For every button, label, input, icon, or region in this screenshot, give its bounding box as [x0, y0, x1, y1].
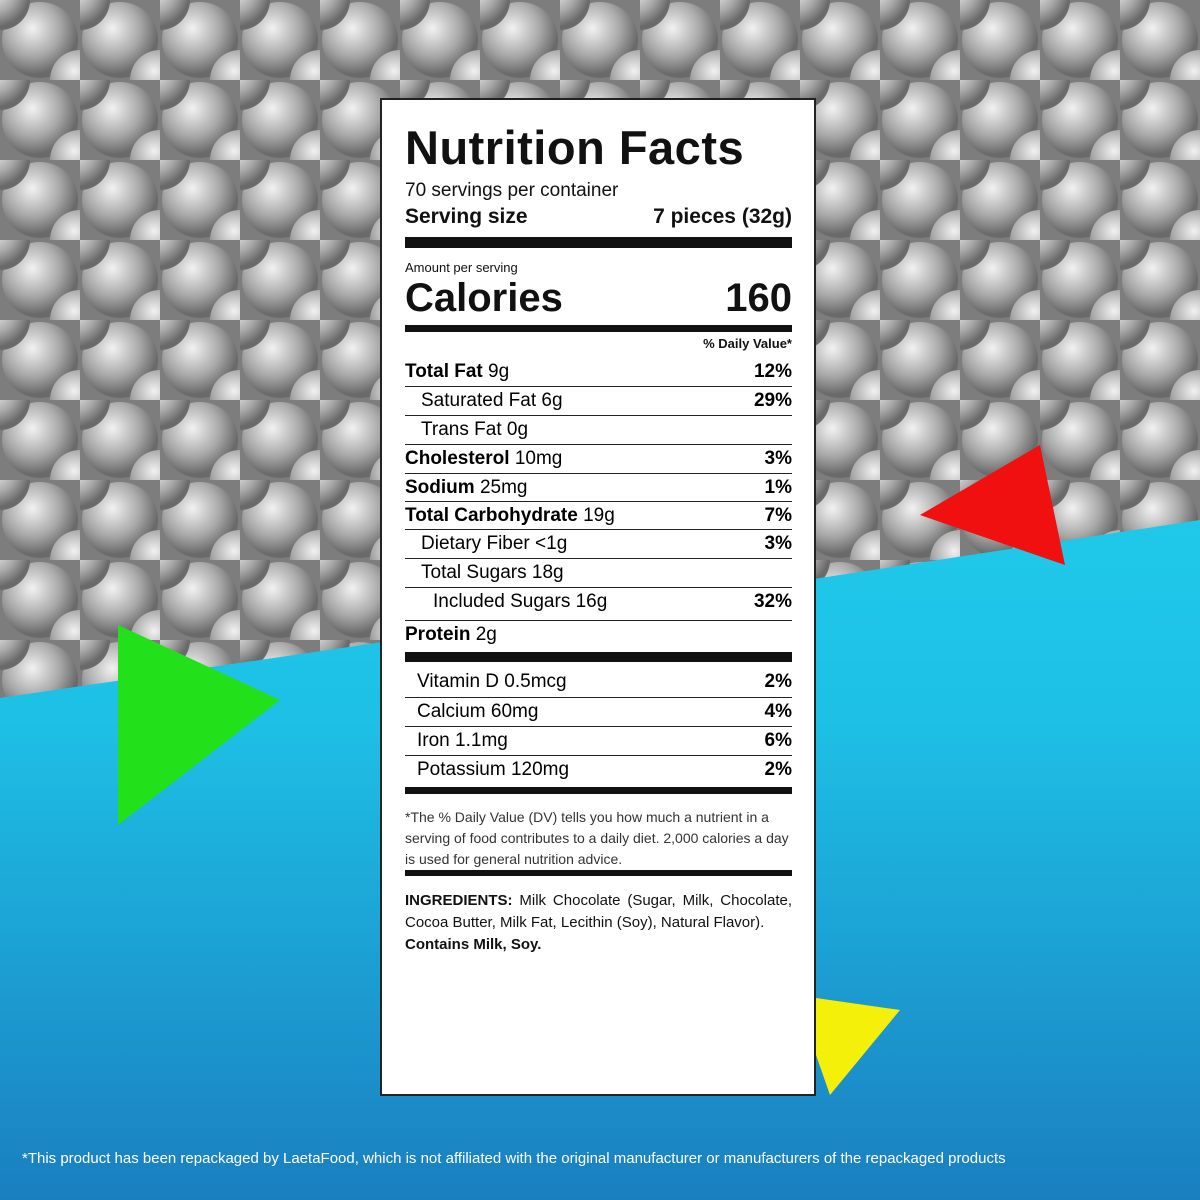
nutrient: Dietary Fiber <1g — [405, 530, 765, 558]
nutrient: Total Fat 9g — [405, 358, 754, 386]
allergens: Contains Milk, Soy. — [405, 936, 542, 953]
daily-value: 2% — [764, 671, 792, 692]
nutrient: Total Sugars 18g — [405, 559, 792, 587]
ingredients-label: INGREDIENTS: — [405, 892, 513, 909]
vitamin-name: Calcium — [417, 701, 486, 722]
nutrient: Included Sugars 16g — [405, 588, 754, 616]
nutrient-amount: 25mg — [479, 477, 528, 498]
nutrient-name: Total Carbohydrate — [405, 505, 578, 526]
nutrient-amount: 19g — [583, 505, 615, 526]
dv-header: % Daily Value* — [703, 336, 792, 351]
vitamin-name: Vitamin D — [417, 671, 500, 692]
serving-size-value: 7 pieces (32g) — [653, 205, 792, 228]
nutrient-amount: 6g — [541, 390, 563, 411]
nutrient-amount: 16g — [575, 591, 608, 612]
nutrient: Trans Fat 0g — [405, 416, 792, 444]
daily-value: 4% — [764, 701, 792, 722]
vitamin-row: Iron 1.1mg 6% — [405, 726, 792, 755]
title: Nutrition Facts — [405, 121, 745, 174]
daily-value: 1% — [764, 477, 792, 498]
yellow-triangle — [795, 995, 900, 1095]
rule — [405, 237, 792, 248]
nutrient-row: Saturated Fat 6g 29% — [405, 386, 792, 415]
vitamin: Iron 1.1mg — [405, 727, 765, 755]
vitamin: Calcium 60mg — [405, 698, 765, 726]
daily-value: 3% — [764, 533, 792, 554]
nutrient: Total Carbohydrate 19g — [405, 502, 765, 530]
rule — [405, 325, 792, 332]
amount-per-serving: Amount per serving — [405, 260, 518, 275]
serving-size: Serving size 7 pieces (32g) — [405, 205, 792, 229]
nutrient-row: Sodium 25mg 1% — [405, 473, 792, 502]
nutrient-name: Included Sugars — [433, 591, 571, 612]
rule — [405, 787, 792, 794]
vitamin: Vitamin D 0.5mcg — [405, 668, 765, 696]
nutrient-amount: 0g — [506, 419, 529, 440]
calories-label: Calories — [405, 276, 563, 320]
nutrient-name: Total Sugars — [421, 562, 527, 583]
nutrient-amount: 10mg — [514, 448, 563, 469]
nutrient-name: Trans Fat — [421, 419, 502, 440]
footnote: *The % Daily Value (DV) tells you how mu… — [405, 809, 789, 867]
nutrition-label: Nutrition Facts 70 servings per containe… — [380, 98, 816, 1096]
disclaimer: *This product has been repackaged by Lae… — [22, 1150, 1006, 1167]
daily-value: 29% — [753, 390, 792, 411]
nutrient: Cholesterol 10mg — [405, 445, 765, 473]
serving-size-label: Serving size — [405, 205, 528, 228]
vitamin-amount: 60mg — [490, 701, 539, 722]
ingredients: INGREDIENTS: Milk Chocolate (Sugar, Milk… — [405, 890, 792, 956]
nutrient-name: Dietary Fiber — [421, 533, 530, 554]
daily-value: 2% — [764, 759, 792, 780]
daily-value: 6% — [764, 730, 792, 751]
nutrient-row: Cholesterol 10mg 3% — [405, 444, 792, 473]
daily-value: 3% — [764, 448, 792, 469]
vitamin-row: Calcium 60mg 4% — [405, 697, 792, 726]
vitamin-amount: 120mg — [510, 759, 570, 780]
nutrient: Protein 2g — [405, 621, 792, 649]
nutrient-name: Cholesterol — [405, 448, 510, 469]
nutrient-name: Total Fat — [405, 361, 483, 382]
daily-value: 7% — [764, 505, 792, 526]
ingredients-text: Milk Chocolate (Sugar, Milk, Chocolate, … — [405, 892, 792, 931]
nutrient-row: Total Carbohydrate 19g 7% — [405, 501, 792, 530]
nutrient-row: Included Sugars 16g 32% — [405, 587, 792, 616]
calories: Calories 160 — [405, 276, 792, 321]
nutrient-row: Dietary Fiber <1g 3% — [405, 529, 792, 558]
calories-value: 160 — [725, 276, 792, 320]
vitamin: Potassium 120mg — [405, 756, 765, 784]
daily-value: 12% — [753, 361, 792, 382]
red-triangle — [920, 445, 1065, 565]
vitamin-name: Iron — [417, 730, 450, 751]
nutrient-amount: 2g — [475, 624, 497, 645]
nutrient-name: Protein — [405, 624, 471, 645]
rule — [405, 870, 792, 876]
servings: 70 servings per container — [405, 180, 619, 201]
nutrient-amount: <1g — [535, 533, 568, 554]
green-triangle — [118, 625, 280, 825]
nutrient: Saturated Fat 6g — [405, 387, 754, 415]
vitamin-amount: 0.5mcg — [504, 671, 567, 692]
nutrient-amount: 18g — [531, 562, 564, 583]
vitamin-amount: 1.1mg — [455, 730, 508, 751]
nutrient-amount: 9g — [488, 361, 510, 382]
vitamin-row: Potassium 120mg 2% — [405, 755, 792, 784]
nutrient-row: Trans Fat 0g — [405, 415, 792, 444]
nutrient-row: Total Sugars 18g — [405, 558, 792, 587]
nutrient: Sodium 25mg — [405, 474, 765, 502]
nutrient-name: Sodium — [405, 477, 475, 498]
nutrient-name: Saturated Fat — [421, 390, 537, 411]
vitamin-row: Vitamin D 0.5mcg 2% — [405, 668, 792, 696]
rule — [405, 652, 792, 662]
nutrient-row: Protein 2g — [405, 620, 792, 649]
nutrient-row: Total Fat 9g 12% — [405, 358, 792, 386]
vitamin-name: Potassium — [417, 759, 506, 780]
daily-value: 32% — [753, 591, 792, 612]
